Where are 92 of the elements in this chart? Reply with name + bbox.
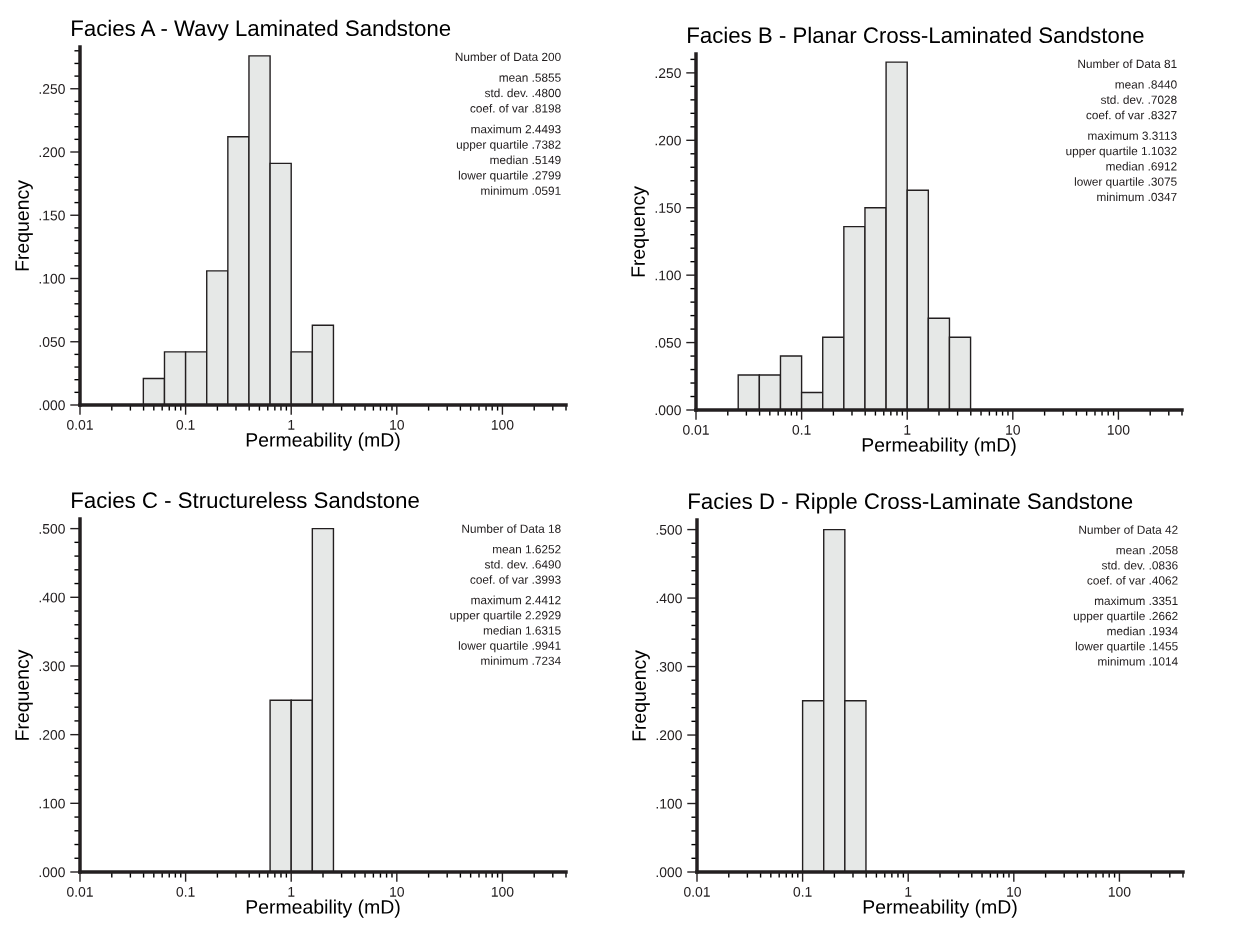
annotation: upper quartile .2662 bbox=[1073, 611, 1178, 623]
x-tick-label: 100 bbox=[491, 419, 514, 430]
annotation: maximum .3351 bbox=[1094, 596, 1178, 606]
x-tick-label: 10 bbox=[1007, 886, 1021, 897]
x-tick-label: 0.1 bbox=[176, 419, 195, 430]
annotation: lower quartile .1455 bbox=[1075, 641, 1178, 653]
y-tick-label: .250 bbox=[655, 68, 681, 79]
y-tick-label: .500 bbox=[39, 523, 65, 534]
x-tick-label: 0.01 bbox=[684, 886, 710, 897]
y-axis-title: Frequency bbox=[15, 180, 33, 271]
annotation: minimum .7234 bbox=[481, 656, 561, 665]
annotation: lower quartile .9941 bbox=[458, 641, 561, 653]
annotation: lower quartile .3075 bbox=[1074, 177, 1177, 189]
annotation: lower quartile .2799 bbox=[458, 170, 561, 182]
x-tick-label: 100 bbox=[1107, 424, 1130, 435]
annotation: std. dev. .4800 bbox=[484, 88, 561, 98]
y-tick-label: .150 bbox=[655, 203, 681, 213]
y-tick-label: .050 bbox=[39, 337, 65, 347]
x-tick-label: 100 bbox=[491, 886, 514, 897]
y-tick-label: .100 bbox=[39, 273, 65, 284]
annotation: Number of Data 42 bbox=[1079, 525, 1178, 534]
annotation: minimum .0591 bbox=[481, 186, 561, 195]
annotation: mean .5855 bbox=[499, 73, 561, 82]
x-tick-label: 1 bbox=[905, 887, 912, 897]
annotation: Number of Data 18 bbox=[462, 524, 561, 533]
y-tick-label: .200 bbox=[39, 147, 65, 158]
x-tick-label: 0.01 bbox=[67, 886, 93, 897]
x-tick-label: 1 bbox=[288, 887, 295, 897]
x-tick-label: 0.1 bbox=[176, 886, 195, 897]
chart-title: Facies D - Ripple Cross-Laminate Sandstone bbox=[689, 492, 1133, 514]
x-tick-label: 10 bbox=[390, 886, 404, 897]
annotation: mean .2058 bbox=[1116, 546, 1178, 555]
x-tick-label: 1 bbox=[288, 420, 295, 430]
y-tick-label: .250 bbox=[39, 84, 65, 94]
annotation: upper quartile .7382 bbox=[456, 140, 561, 152]
annotation: coef. of var .3993 bbox=[470, 575, 561, 584]
y-tick-label: .100 bbox=[39, 798, 65, 809]
y-axis-title: Frequency bbox=[15, 649, 33, 740]
y-axis-title: Frequency bbox=[632, 650, 650, 741]
annotation: median .1934 bbox=[1107, 626, 1178, 636]
y-tick-label: .000 bbox=[655, 405, 681, 416]
annotation: Number of Data 81 bbox=[1078, 59, 1177, 69]
annotation: minimum .0347 bbox=[1097, 192, 1177, 202]
annotation: mean 1.6252 bbox=[493, 545, 561, 554]
annotation: Number of Data 200 bbox=[455, 52, 561, 62]
annotation: maximum 2.4493 bbox=[471, 124, 561, 134]
x-tick-label: 0.1 bbox=[792, 424, 811, 435]
x-tick-label: 0.01 bbox=[67, 419, 93, 430]
y-tick-label: .100 bbox=[655, 270, 681, 281]
annotation: median .5149 bbox=[490, 155, 561, 165]
y-tick-label: .400 bbox=[656, 593, 682, 604]
annotation: std. dev. .6490 bbox=[484, 559, 561, 569]
y-tick-label: .000 bbox=[39, 400, 65, 411]
y-tick-label: .200 bbox=[39, 729, 65, 740]
y-tick-label: .500 bbox=[656, 524, 682, 535]
y-tick-label: .150 bbox=[39, 210, 65, 221]
annotation: std. dev. .0836 bbox=[1101, 560, 1178, 570]
annotation: coef. of var .4062 bbox=[1087, 575, 1178, 585]
annotation: maximum 2.4412 bbox=[471, 595, 561, 605]
y-tick-label: .400 bbox=[39, 592, 65, 603]
x-tick-label: 100 bbox=[1108, 886, 1131, 897]
x-tick-label: 0.01 bbox=[683, 424, 709, 435]
x-axis-title: Permeability (mD) bbox=[863, 899, 1017, 918]
annotation: std. dev. .7028 bbox=[1100, 95, 1177, 104]
x-tick-label: 10 bbox=[390, 419, 404, 430]
y-tick-label: .000 bbox=[656, 867, 682, 878]
annotation: upper quartile 1.1032 bbox=[1066, 146, 1177, 158]
x-axis-title: Permeability (mD) bbox=[862, 437, 1016, 456]
x-tick-label: 0.1 bbox=[793, 886, 812, 897]
annotation: upper quartile 2.2929 bbox=[450, 610, 561, 622]
y-tick-label: .100 bbox=[656, 798, 682, 809]
y-tick-label: .200 bbox=[655, 135, 681, 146]
x-axis-title: Permeability (mD) bbox=[246, 432, 400, 451]
y-tick-label: .300 bbox=[39, 661, 65, 672]
y-tick-label: .300 bbox=[656, 661, 682, 672]
y-tick-label: .000 bbox=[39, 867, 65, 878]
chart-title: Facies B - Planar Cross-Laminated Sandstone bbox=[688, 26, 1144, 44]
chart-title: Facies C - Structureless Sandstone bbox=[72, 491, 419, 509]
annotation: mean .8440 bbox=[1115, 80, 1177, 89]
annotation: median 1.6315 bbox=[483, 625, 561, 635]
chart-title: Facies A - Wavy Laminated Sandstone bbox=[72, 19, 451, 41]
annotation: coef. of var .8327 bbox=[1086, 110, 1177, 120]
y-axis-title: Frequency bbox=[631, 186, 649, 277]
annotation: coef. of var .8198 bbox=[470, 103, 561, 113]
y-tick-label: .050 bbox=[655, 337, 681, 348]
annotation: minimum .1014 bbox=[1098, 656, 1178, 666]
x-axis-title: Permeability (mD) bbox=[246, 899, 400, 918]
y-tick-label: .200 bbox=[656, 730, 682, 741]
x-tick-label: 10 bbox=[1006, 424, 1020, 435]
annotation: maximum 3.3113 bbox=[1088, 131, 1177, 140]
annotation: median .6912 bbox=[1106, 161, 1177, 171]
x-tick-label: 1 bbox=[904, 425, 911, 435]
